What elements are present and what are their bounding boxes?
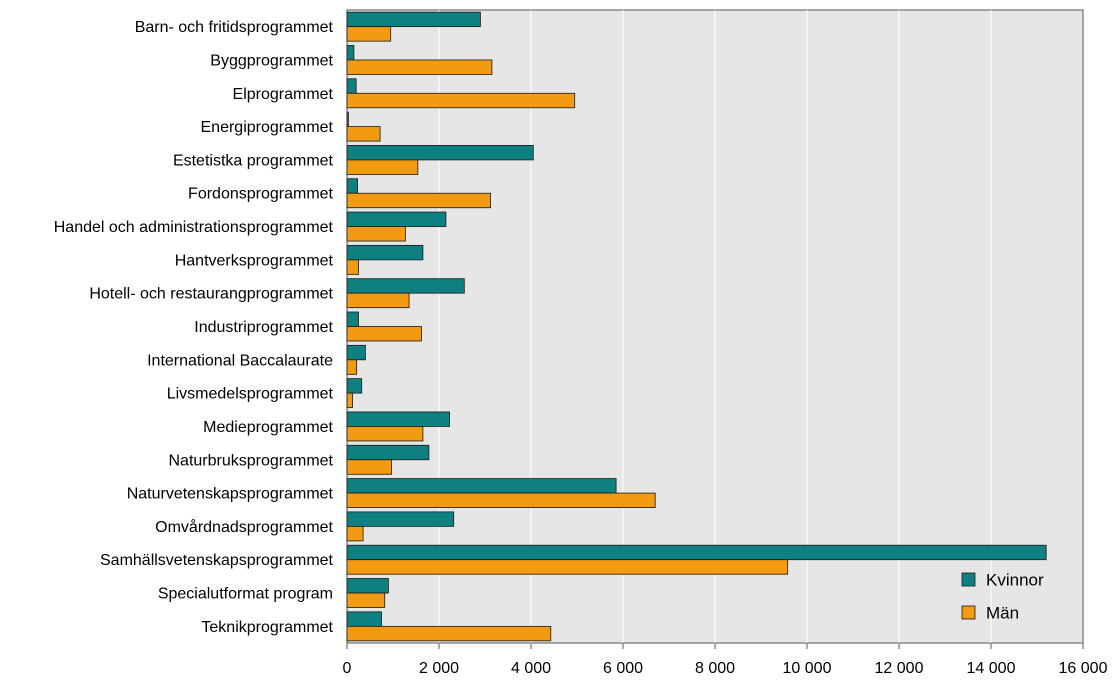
x-tick-label: 16 000 [1059,660,1108,677]
bar-man [346,292,410,309]
bar-kvinnor [346,278,465,294]
legend-swatch-kvinnor [961,572,976,587]
bar-man [346,226,406,242]
bar-kvinnor [346,244,424,261]
x-tick-label: 8 000 [695,660,735,677]
bar-kvinnor [346,45,355,61]
bar-kvinnor [346,111,349,128]
bars [346,11,1047,642]
bar-man [346,326,422,342]
category-label: Omvårdnadsprogrammet [155,518,333,536]
category-label: Livsmedelsprogrammet [167,386,334,403]
category-labels: Barn- och fritidsprogrammet Byggprogramme… [54,19,334,636]
bar-man [346,59,493,75]
bar-kvinnor [346,344,366,361]
legend: Kvinnor Män [961,571,1044,623]
x-tick-label: 10 000 [783,660,832,677]
bar-kvinnor [346,178,358,194]
bar-man [346,559,789,575]
bar-man [346,525,364,542]
bar-man [346,625,552,642]
category-label: Fordonsprogrammet [188,186,334,203]
bar-man [346,192,491,209]
bar-man [346,259,359,275]
bar-kvinnor [346,478,617,494]
legend-label: Män [986,604,1019,623]
category-label: Naturbruksprogrammet [169,452,334,469]
bar-kvinnor [346,11,481,28]
gridlines [438,10,992,643]
bar-kvinnor [346,145,534,161]
x-tick-label: 12 000 [875,660,924,677]
bar-kvinnor [346,211,447,227]
category-label: Industriprogrammet [194,319,333,336]
x-tick-label: 2 000 [419,660,459,677]
x-tick-label: 14 000 [967,660,1016,677]
bar-man [346,26,392,42]
bar-man [346,359,358,375]
category-label: Barn- och fritidsprogrammet [135,19,334,36]
category-label: Naturvetenskapsprogrammet [127,486,334,503]
category-label: Teknikprogrammet [201,619,333,636]
bar-man [346,492,656,508]
bar-kvinnor [346,311,359,327]
category-label: Elprogrammet [233,86,334,103]
bar-kvinnor [346,411,450,427]
bar-kvinnor [346,378,363,394]
category-label: Specialutformat program [158,586,333,603]
x-tick-label: 6 000 [603,660,643,677]
bar-kvinnor [346,511,455,527]
category-label: Estetistka programmet [173,152,334,169]
bar-man [346,592,386,608]
category-label: Hantverksprogrammet [175,252,334,269]
category-label: International Baccalaurate [147,352,333,369]
category-label: Energiprogrammet [201,119,334,136]
bar-man [346,459,393,475]
category-label: Samhällsvetenskapsprogrammet [100,552,334,569]
x-tick-label: 0 [343,660,352,677]
bar-man [346,92,576,109]
x-axis: 0 2 000 4 000 6 000 8 000 10 000 12 000 14 000 1… [343,643,1108,677]
bar-kvinnor [346,444,430,461]
legend-swatch-man [961,605,976,620]
x-tick-label: 4 000 [511,660,551,677]
bar-man [346,159,419,175]
category-label: Medieprogrammet [203,419,333,436]
bar-man [346,126,381,142]
bar-kvinnor [346,544,1047,561]
category-label: Hotell- och restaurangprogrammet [89,286,333,303]
bar-kvinnor [346,578,389,594]
bar-kvinnor [346,78,357,94]
bar-man [346,426,424,442]
legend-label: Kvinnor [986,571,1044,590]
bar-kvinnor [346,611,382,627]
bar-man [346,392,353,409]
category-label: Byggprogrammet [210,52,333,69]
category-label: Handel och administrationsprogrammet [54,219,334,236]
